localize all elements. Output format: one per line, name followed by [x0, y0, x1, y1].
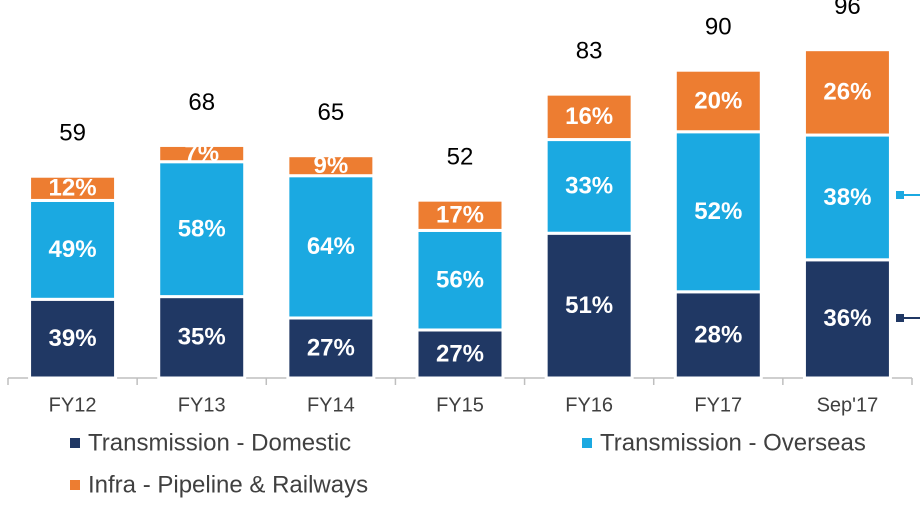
- connector-marker: [896, 191, 904, 199]
- total-label: 59: [59, 120, 86, 147]
- x-tick-label: FY14: [307, 394, 355, 416]
- data-label: 12%: [49, 175, 97, 202]
- data-label: 9%: [314, 152, 349, 179]
- data-label: 27%: [307, 334, 355, 361]
- total-label: 83: [576, 37, 603, 64]
- bar-segment: [544, 92, 634, 142]
- data-label: 27%: [436, 340, 484, 367]
- data-label: 49%: [49, 236, 97, 263]
- bar-segment: [415, 328, 505, 380]
- data-label: 64%: [307, 233, 355, 260]
- legend-marker: [70, 438, 80, 448]
- bar-segment: [286, 154, 376, 178]
- data-label: 26%: [823, 79, 871, 106]
- data-label: 36%: [823, 305, 871, 332]
- bar-segment: [286, 174, 376, 320]
- x-tick-label: FY15: [436, 394, 484, 416]
- bar-segment: [28, 174, 118, 202]
- bar-segment: [802, 258, 892, 380]
- data-label: 51%: [565, 292, 613, 319]
- data-label: 58%: [178, 216, 226, 243]
- x-tick-label: Sep'17: [817, 394, 879, 416]
- data-label: 56%: [436, 267, 484, 294]
- total-label: 96: [834, 0, 861, 20]
- data-label: 39%: [49, 325, 97, 352]
- bar-segment: [802, 48, 892, 137]
- data-label: 38%: [823, 184, 871, 211]
- bar-segment: [286, 316, 376, 380]
- data-label: 52%: [694, 198, 742, 225]
- data-label: 33%: [565, 173, 613, 200]
- total-label: 52: [447, 144, 474, 171]
- x-tick-label: FY12: [49, 394, 97, 416]
- total-label: 68: [188, 89, 215, 116]
- bar-segment: [28, 198, 118, 301]
- x-tick-label: FY16: [565, 394, 613, 416]
- bar-segment: [157, 160, 247, 299]
- legend-label: Transmission - Overseas: [600, 429, 866, 456]
- data-label: 7%: [184, 140, 219, 167]
- legend-marker: [70, 480, 80, 490]
- data-label: 35%: [178, 324, 226, 351]
- connector-marker: [896, 314, 904, 322]
- data-label: 17%: [436, 202, 484, 229]
- bar-segment: [802, 133, 892, 262]
- data-label: 20%: [694, 87, 742, 114]
- legend-label: Transmission - Domestic: [88, 429, 351, 456]
- bar-segment: [673, 130, 763, 294]
- total-label: 65: [318, 99, 345, 126]
- bar-segment: [157, 295, 247, 380]
- bar-segment: [415, 228, 505, 332]
- bar-segment: [415, 198, 505, 232]
- bar-segment: [157, 143, 247, 164]
- bar-segment: [673, 68, 763, 134]
- data-label: 28%: [694, 321, 742, 348]
- legend-label: Infra - Pipeline & Railways: [88, 471, 368, 498]
- bar-segment: [544, 138, 634, 235]
- legend-marker: [582, 438, 592, 448]
- total-label: 90: [705, 14, 732, 41]
- bar-segment: [28, 297, 118, 380]
- x-tick-label: FY17: [694, 394, 742, 416]
- data-label: 16%: [565, 103, 613, 130]
- x-tick-label: FY13: [178, 394, 226, 416]
